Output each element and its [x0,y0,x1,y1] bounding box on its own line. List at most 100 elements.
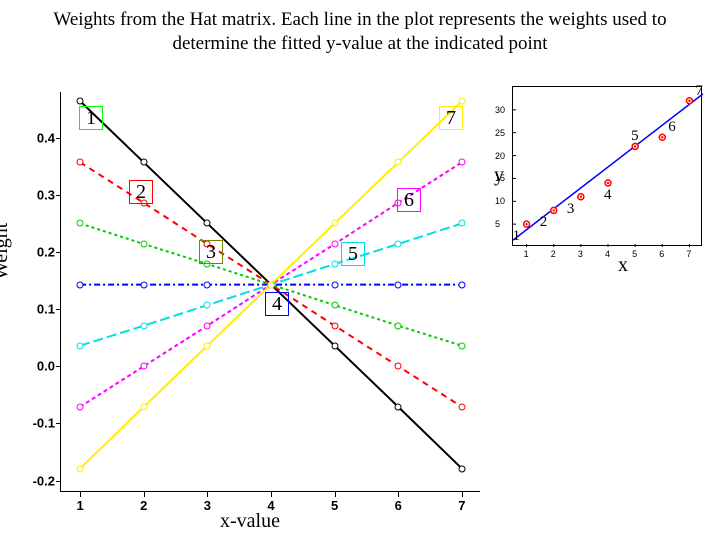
ytick-label: -0.1 [21,416,55,431]
inset-ytick-label: 30 [495,105,508,115]
series-marker [77,465,84,472]
series-marker [77,98,84,105]
series-marker [140,403,147,410]
ytick [56,138,61,139]
series-marker [77,403,84,410]
series-marker [331,241,338,248]
inset-point-label-4: 4 [604,187,612,204]
xtick-label: 6 [395,498,402,513]
inset-xtick-label: 6 [659,249,664,259]
xtick [335,492,336,497]
series-box-label-2: 2 [129,180,153,204]
ytick-label: 0.2 [21,245,55,260]
series-box-label-7: 7 [439,106,463,130]
series-marker [331,281,338,288]
ytick-label: 0.3 [21,187,55,202]
series-box-label-6: 6 [397,188,421,212]
series-marker [458,98,465,105]
main-weight-chart: 1234567-0.2-0.10.00.10.20.30.41234567 [60,92,480,492]
ytick [56,309,61,310]
ytick [56,366,61,367]
series-marker [458,465,465,472]
xtick-label: 4 [267,498,274,513]
xtick-label: 7 [458,498,465,513]
ytick [56,423,61,424]
main-xlabel: x-value [220,510,280,533]
inset-xtick-label: 2 [551,249,556,259]
series-marker [458,403,465,410]
xtick [207,492,208,497]
series-marker [395,403,402,410]
ytick-label: 0.0 [21,359,55,374]
inset-xtick-label: 3 [578,249,583,259]
series-marker [204,220,211,227]
series-marker [331,322,338,329]
series-marker [204,281,211,288]
xtick-label: 3 [204,498,211,513]
inset-point [551,207,557,213]
xtick-label: 1 [76,498,83,513]
series-marker [204,322,211,329]
inset-xtick-label: 4 [605,249,610,259]
xtick-label: 2 [140,498,147,513]
inset-xtick-label: 5 [632,249,637,259]
ytick-label: 0.4 [21,130,55,145]
xtick [144,492,145,497]
page-title: Weights from the Hat matrix. Each line i… [30,8,690,56]
series-marker [331,220,338,227]
series-marker [77,159,84,166]
series-marker [331,261,338,268]
xtick-label: 5 [331,498,338,513]
series-marker [331,342,338,349]
series-marker [395,363,402,370]
series-marker [77,342,84,349]
main-ylabel: Weight [0,223,13,280]
inset-point-label-5: 5 [631,128,639,145]
xtick [80,492,81,497]
inset-point-label-2: 2 [540,214,548,231]
inset-point [659,134,665,140]
series-marker [140,241,147,248]
xtick [398,492,399,497]
series-marker [395,159,402,166]
inset-xlabel: x [618,254,628,277]
inset-ytick-label: 5 [495,219,508,229]
series-marker [458,220,465,227]
series-marker [395,322,402,329]
inset-ytick-label: 15 [495,173,508,183]
inset-point [686,98,692,104]
inset-point-label-7: 7 [695,83,703,100]
series-marker [458,159,465,166]
series-marker [140,281,147,288]
inset-xtick-label: 1 [524,249,529,259]
ytick [56,252,61,253]
inset-point-label-3: 3 [567,201,575,218]
inset-ytick-label: 20 [495,151,508,161]
series-marker [77,281,84,288]
series-marker [395,241,402,248]
series-box-label-5: 5 [341,242,365,266]
series-marker [204,302,211,309]
ytick-label: 0.1 [21,302,55,317]
series-marker [140,322,147,329]
inset-xtick-label: 7 [686,249,691,259]
series-marker [77,220,84,227]
inset-point-label-6: 6 [668,119,676,136]
inset-scatter-chart: 1234567510152025301234567 [512,86,702,246]
inset-point-label-1: 1 [513,228,521,245]
inset-ytick-label: 10 [495,196,508,206]
xtick [271,492,272,497]
series-marker [140,363,147,370]
ytick-label: -0.2 [21,473,55,488]
series-marker [331,302,338,309]
page-root: Weights from the Hat matrix. Each line i… [0,0,720,540]
ytick [56,195,61,196]
inset-point [578,194,584,200]
series-marker [458,342,465,349]
series-box-label-4: 4 [265,292,289,316]
inset-point [605,180,611,186]
inset-point [524,221,530,227]
series-marker [204,342,211,349]
series-marker [458,281,465,288]
series-box-label-3: 3 [199,240,223,264]
